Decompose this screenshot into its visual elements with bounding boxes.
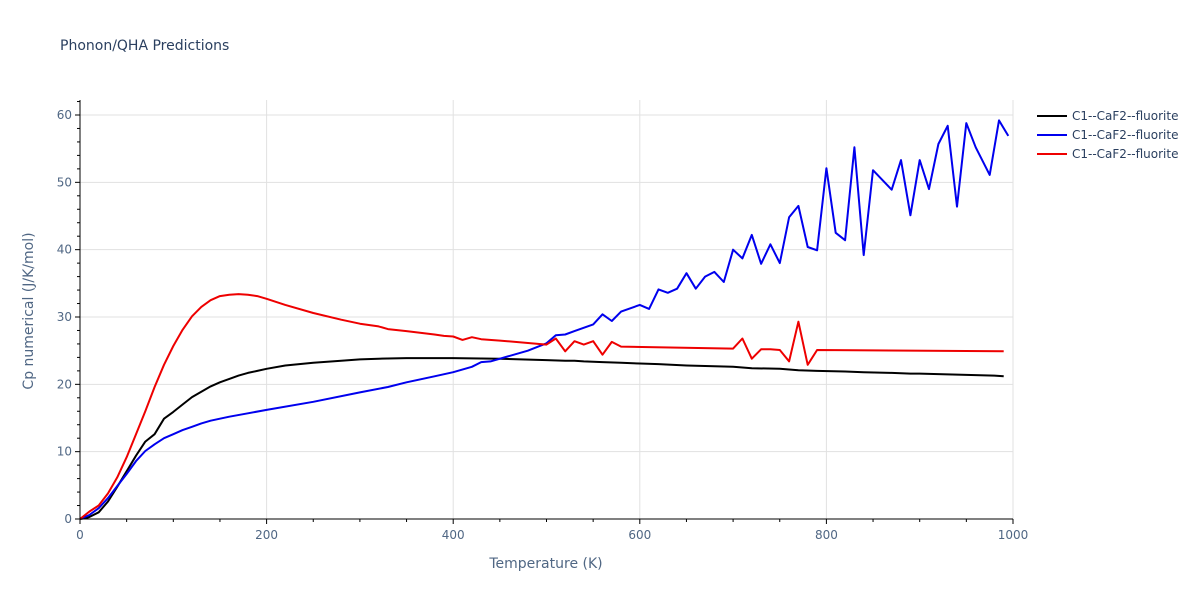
legend-label: C1--CaF2--fluorite	[1072, 128, 1178, 142]
grid	[80, 100, 1014, 519]
legend-item-1[interactable]: C1--CaF2--fluorite	[1037, 109, 1178, 123]
legend[interactable]: C1--CaF2--fluorite C1--CaF2--fluorite C1--…	[1037, 109, 1178, 161]
x-axis-ticks: 0 200 400 600 800 1000	[76, 519, 1028, 542]
series-line-2	[79, 119, 1010, 520]
y-tick-label: 60	[57, 108, 72, 122]
series-lines	[79, 119, 1010, 520]
x-axis-title: Temperature (K)	[488, 556, 602, 572]
x-tick-label: 400	[442, 528, 465, 542]
series-line-1	[79, 357, 1004, 520]
y-tick-label: 30	[57, 310, 72, 324]
x-tick-label: 800	[815, 528, 838, 542]
axes	[79, 100, 1013, 520]
y-tick-label: 20	[57, 377, 72, 391]
legend-label: C1--CaF2--fluorite	[1072, 109, 1178, 123]
legend-item-2[interactable]: C1--CaF2--fluorite	[1037, 128, 1178, 142]
chart-title: Phonon/QHA Predictions	[60, 38, 229, 54]
y-tick-label: 10	[57, 445, 72, 459]
x-tick-label: 200	[255, 528, 278, 542]
legend-label: C1--CaF2--fluorite	[1072, 147, 1178, 161]
series-line-3	[79, 293, 1004, 520]
x-tick-label: 1000	[998, 528, 1029, 542]
y-axis-ticks: 0 10 20 30 40 50 60	[57, 101, 80, 526]
x-tick-label: 0	[76, 528, 84, 542]
y-tick-label: 40	[57, 243, 72, 257]
y-tick-label: 50	[57, 175, 72, 189]
x-tick-label: 600	[628, 528, 651, 542]
y-tick-label: 0	[64, 512, 72, 526]
y-axis-title: Cp numerical (J/K/mol)	[21, 232, 37, 389]
legend-item-3[interactable]: C1--CaF2--fluorite	[1037, 147, 1178, 161]
